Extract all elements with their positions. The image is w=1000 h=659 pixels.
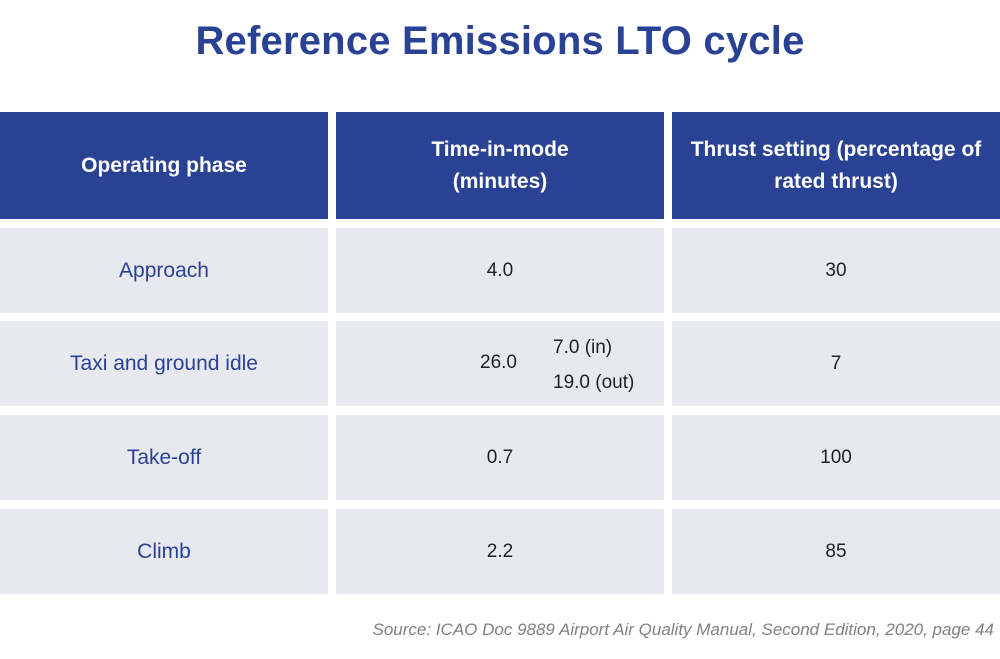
cell-text: 7 <box>830 352 842 374</box>
cell-text: 4.0 <box>486 259 514 281</box>
column-header-time-in-mode: Time-in-mode (minutes) <box>336 112 664 219</box>
cell-text: 100 <box>820 446 852 468</box>
table-row-takeoff-thrust: 100 <box>672 415 1000 500</box>
taxi-time-out: 19.0 (out) <box>553 372 635 393</box>
table-row-approach-time: 4.0 <box>336 228 664 313</box>
table-row-takeoff-time: 0.7 <box>336 415 664 500</box>
table-row-climb-time: 2.2 <box>336 509 664 594</box>
table-row-approach-phase: Approach <box>0 228 328 313</box>
table-row-climb-phase: Climb <box>0 509 328 594</box>
taxi-time-in: 7.0 (in) <box>553 337 613 358</box>
table-row-taxi-thrust: 7 <box>672 321 1000 406</box>
page-title: Reference Emissions LTO cycle <box>195 19 805 63</box>
cell-text: Take-off <box>126 445 202 469</box>
cell-text: 85 <box>825 540 847 562</box>
column-header-label: Time-in-mode (minutes) <box>431 137 569 193</box>
column-header-label: Thrust setting (percentage of rated thru… <box>690 137 982 193</box>
cell-text: Taxi and ground idle <box>70 351 258 375</box>
table-row-climb-thrust: 85 <box>672 509 1000 594</box>
cell-text: Approach <box>119 258 209 282</box>
source-citation: Source: ICAO Doc 9889 Airport Air Qualit… <box>372 620 994 639</box>
column-header-operating-phase: Operating phase <box>0 112 328 219</box>
table-row-approach-thrust: 30 <box>672 228 1000 313</box>
table-row-takeoff-phase: Take-off <box>0 415 328 500</box>
cell-text: 30 <box>825 259 847 281</box>
taxi-time-total: 26.0 <box>480 352 517 373</box>
cell-text: 2.2 <box>486 540 514 562</box>
table-row-taxi-phase: Taxi and ground idle <box>0 321 328 406</box>
table-row-taxi-time: 26.0 7.0 (in) 19.0 (out) <box>336 321 664 406</box>
column-header-label: Operating phase <box>81 153 247 177</box>
cell-text: 0.7 <box>486 446 514 468</box>
column-header-thrust-setting: Thrust setting (percentage of rated thru… <box>672 112 1000 219</box>
cell-text: Climb <box>137 539 191 563</box>
